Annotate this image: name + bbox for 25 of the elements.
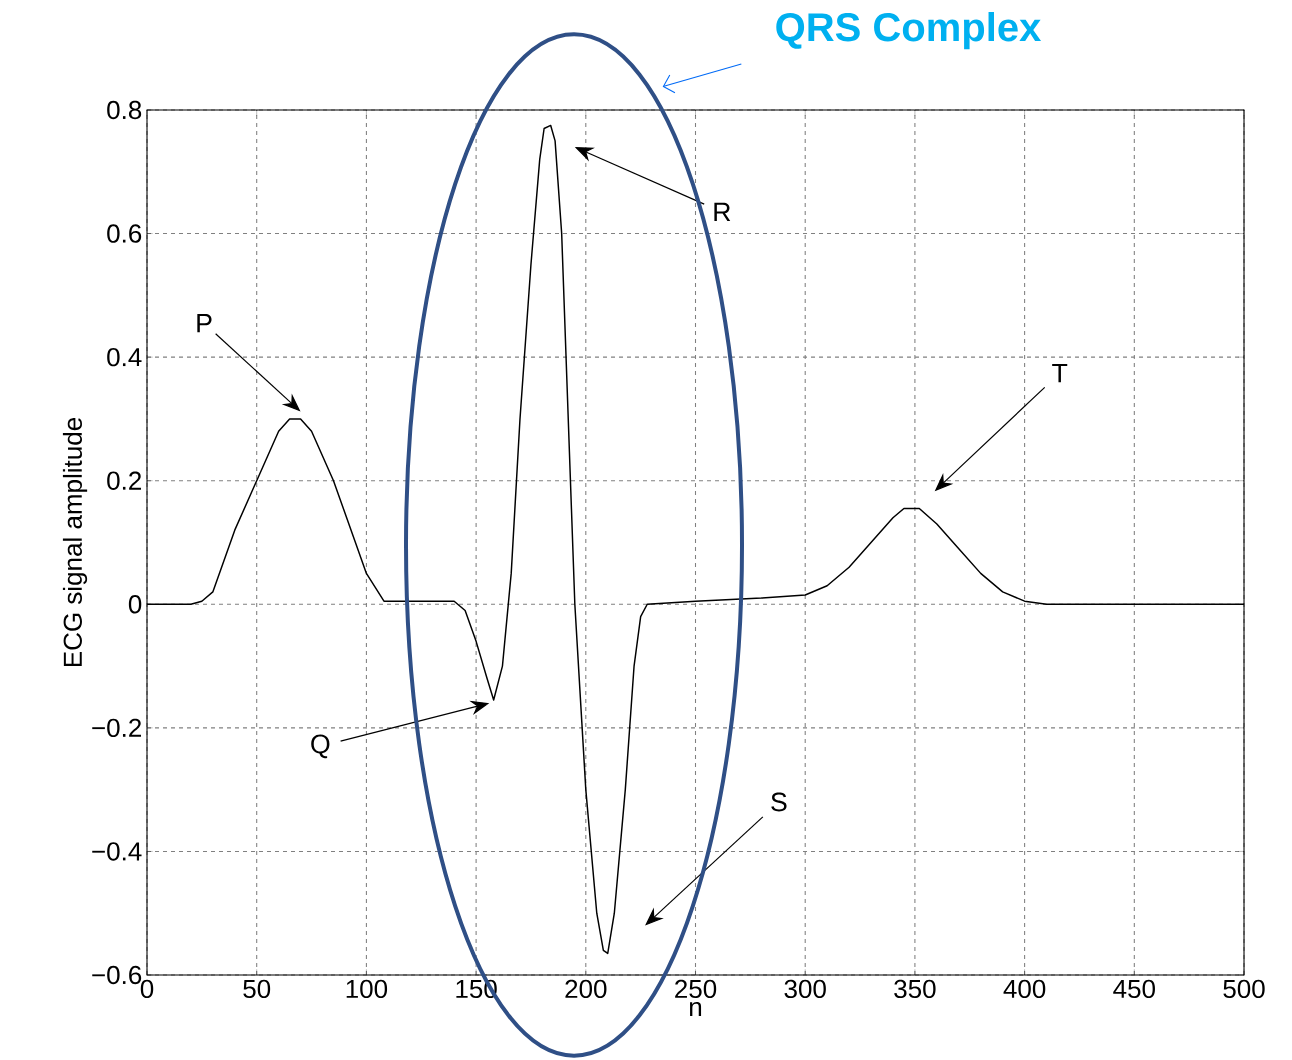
y-axis-title: ECG signal amplitude (62, 417, 88, 667)
x-tick-label: 500 (1223, 979, 1265, 999)
text: QRS Complex (776, 12, 1042, 50)
x-tick-label: 200 (565, 979, 607, 999)
x-tick-label: 100 (346, 979, 388, 999)
x-tick-label: 300 (784, 979, 826, 999)
y-tick-label: 0.2 (107, 471, 141, 490)
x-tick-label: 50 (243, 979, 271, 999)
x-tick-label: 250 (675, 979, 717, 999)
y-tick-label: 0.6 (107, 224, 142, 243)
x-axis-title: n (690, 1001, 702, 1016)
y-tick-label: 0.4 (107, 347, 142, 367)
y-tick-label: −0.2 (92, 718, 141, 738)
annotation: R (714, 202, 731, 222)
y-tick-label: −0.6 (92, 965, 142, 985)
annotation: S (771, 792, 787, 812)
y-tick-label: 0.8 (107, 100, 142, 120)
y-tick-label: 0 (128, 595, 142, 614)
annotation: T (1052, 364, 1068, 383)
x-tick-label: 350 (894, 979, 936, 999)
x-tick-label: 400 (1003, 979, 1046, 999)
annotation: P (197, 313, 212, 333)
x-tick-label: 450 (1113, 979, 1155, 999)
y-tick-label: −0.4 (92, 842, 142, 861)
annotation: Q (311, 734, 330, 759)
